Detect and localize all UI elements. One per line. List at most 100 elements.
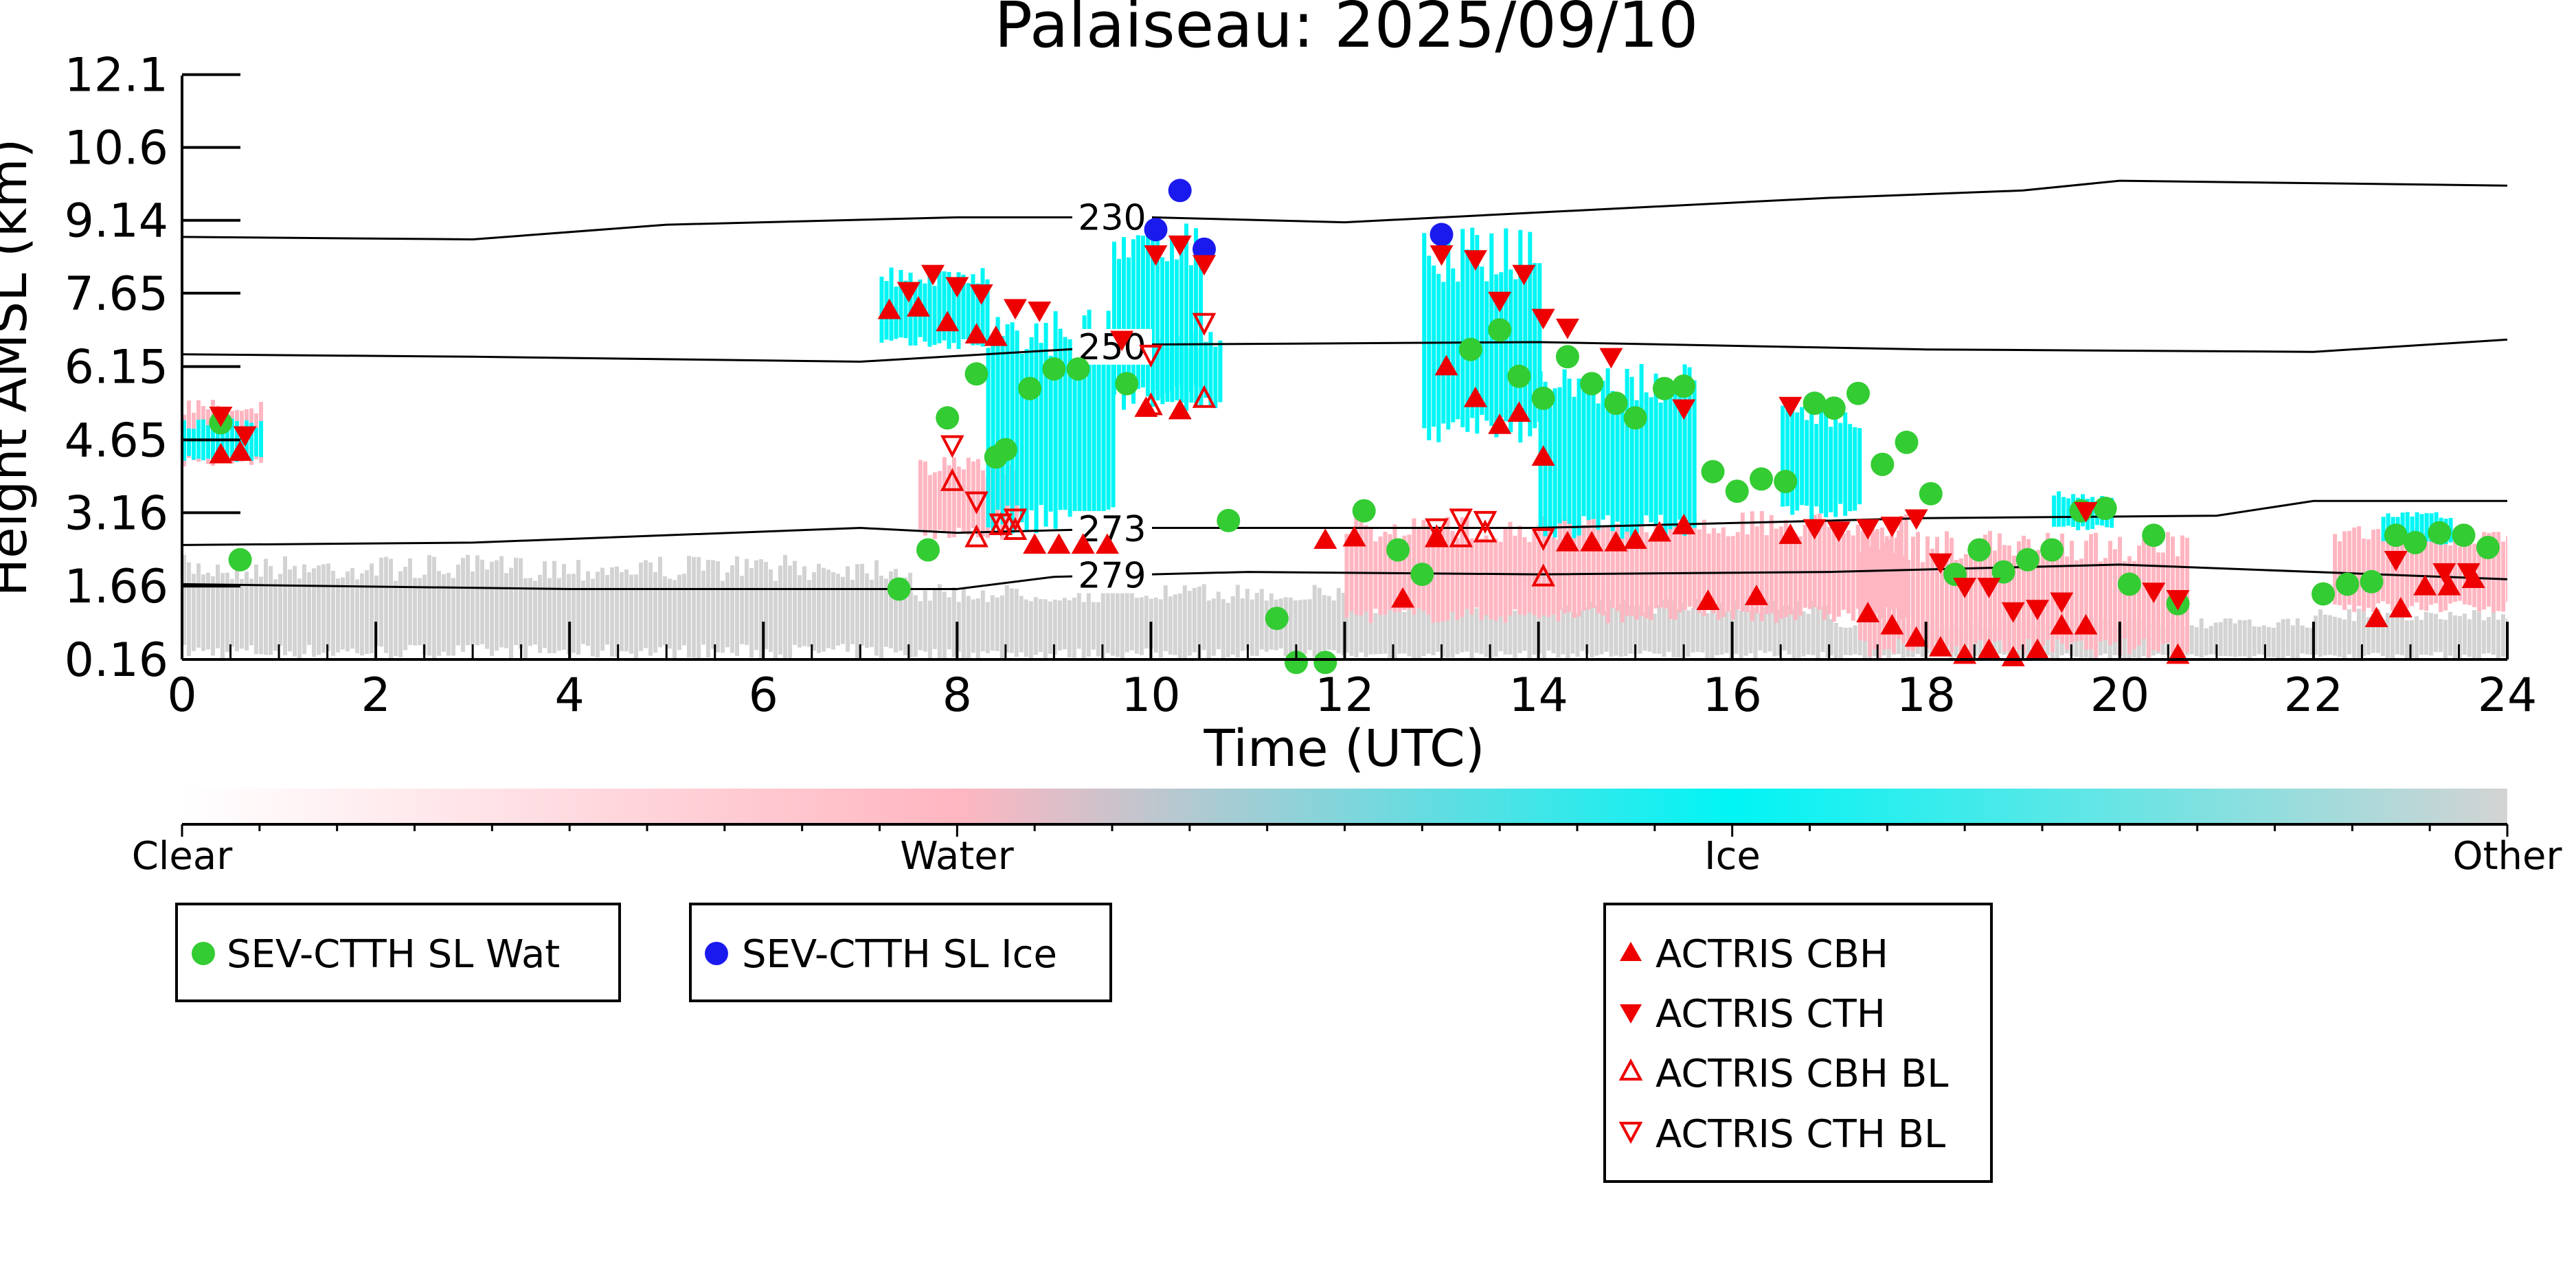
cloud-mask-ice (1160, 346, 1165, 405)
cloud-mask-other (2285, 618, 2290, 656)
cloud-mask-water (1634, 521, 1639, 620)
cloud-mask-other (1657, 605, 1662, 654)
cloud-mask-ice (932, 286, 937, 346)
marker-actris-cth (2432, 563, 2456, 584)
cloud-mask-ice (1639, 364, 1644, 524)
cloud-mask-other (1254, 593, 1259, 657)
cloud-mask-other (1100, 587, 1105, 659)
cloud-mask-water (1388, 534, 1392, 610)
cloud-mask-water (1601, 526, 1605, 615)
cloud-mask-ice (1175, 259, 1179, 387)
cloud-mask-other (812, 572, 816, 651)
marker-actris-cbh (2413, 574, 2437, 596)
cloud-mask-water (1687, 526, 1692, 607)
cloud-mask-water (1668, 522, 1673, 620)
cloud-mask-other (2472, 610, 2476, 659)
cloud-mask-other (918, 601, 923, 651)
cloud-mask-ice (1601, 381, 1605, 520)
cloud-mask-water (1964, 554, 1968, 645)
cloud-mask-water (2492, 532, 2496, 613)
cloud-mask-other (547, 578, 552, 653)
cloud-mask-other (365, 570, 369, 654)
cloud-mask-ice (1010, 322, 1015, 534)
cloud-mask-water (1359, 517, 1364, 616)
cloud-mask-water (1532, 528, 1537, 615)
cloud-mask-other (961, 587, 966, 659)
legend-label-actris-cbh: ACTRIS CBH (1656, 932, 1888, 977)
contour-line-273 (182, 499, 2507, 546)
cloud-mask-other (201, 574, 205, 651)
marker-sev-ctth-sl-wat (1871, 453, 1895, 476)
cloud-mask-other (2433, 613, 2438, 653)
cloud-mask-other (480, 559, 484, 644)
marker-actris-cbh-bl (1449, 524, 1473, 547)
cloud-mask-other (1719, 602, 1724, 655)
cloud-mask-ice (1692, 380, 1697, 528)
cloud-mask-other (1317, 587, 1322, 659)
cloud-mask-other (2223, 618, 2228, 656)
cloud-mask-water (1551, 537, 1556, 615)
cloud-mask-other (1551, 611, 1556, 653)
cloud-mask-other (1412, 605, 1416, 659)
cloud-mask-ice (1101, 333, 1106, 529)
marker-actris-cth-bl (1425, 518, 1449, 541)
marker-actris-cth-bl (1003, 508, 1028, 532)
cloud-mask-ice (1034, 323, 1039, 533)
cloud-mask-water (1993, 550, 1997, 642)
cloud-mask-other (1436, 600, 1440, 652)
cloud-mask-water (918, 460, 923, 530)
cloud-mask-other (2332, 616, 2337, 656)
cloud-mask-other (942, 591, 947, 659)
cloud-mask-other (1028, 601, 1033, 659)
marker-actris-cth (2074, 501, 2098, 523)
cloud-mask-other (822, 567, 826, 652)
cloud-mask-other (605, 575, 609, 645)
cloud-mask-other (1235, 585, 1240, 658)
marker-actris-cbh (1507, 401, 1531, 422)
cloud-mask-water (1716, 533, 1721, 620)
cloud-mask-ice (1484, 281, 1489, 421)
cloud-mask-ice (1509, 269, 1513, 433)
cloud-mask-other (2199, 618, 2204, 657)
cloud-mask-other (1144, 596, 1149, 649)
marker-sev-ctth-sl-wat (1066, 357, 1090, 381)
cloud-mask-ice (1475, 235, 1480, 434)
cloud-mask-water (1610, 523, 1615, 608)
marker-actris-cth (1512, 264, 1536, 286)
marker-sev-ctth-sl-wat (1967, 538, 1991, 562)
cloud-mask-other (663, 576, 667, 646)
cloud-mask-water (1935, 536, 1939, 642)
cloud-mask-water (1546, 525, 1551, 618)
cloud-mask-other (1460, 610, 1465, 653)
cloud-mask-water (2386, 541, 2391, 605)
cloud-mask-ice (1039, 343, 1043, 506)
cloud-mask-other (1450, 605, 1455, 658)
y-tick-label: 0.16 (65, 633, 168, 688)
cloud-mask-other (1833, 622, 1838, 659)
cloud-mask-other (1057, 600, 1062, 651)
cloud-mask-other (1359, 609, 1364, 653)
marker-actris-cbh (209, 442, 233, 464)
cloud-mask-water (2506, 536, 2507, 602)
cloud-mask-other (302, 564, 306, 655)
marker-actris-cbh (1071, 533, 1095, 554)
cloud-mask-water (1537, 525, 1541, 618)
cloud-mask-ice (1838, 422, 1843, 504)
cloud-mask-other (240, 578, 244, 649)
cloud-mask-other (1566, 605, 1570, 659)
cloud-mask-water (1921, 562, 1925, 639)
marker-sev-ctth-sl-wat (1313, 651, 1337, 675)
cloud-mask-water (1702, 519, 1706, 616)
cloud-mask-other (1307, 599, 1312, 651)
cloud-mask-ice (2405, 512, 2410, 544)
cloud-mask-other (1503, 609, 1508, 655)
cloud-mask-other (331, 571, 335, 656)
marker-sev-ctth-sl-wat (1803, 392, 1827, 415)
cloud-mask-other (1816, 606, 1820, 659)
cloud-mask-ice (956, 272, 961, 349)
cloud-mask-water (2022, 535, 2026, 654)
cloud-mask-other (1681, 602, 1686, 659)
cloud-mask-ice (1155, 239, 1160, 391)
cloud-mask-other (634, 574, 638, 659)
cloud-mask-water (1831, 530, 1836, 622)
